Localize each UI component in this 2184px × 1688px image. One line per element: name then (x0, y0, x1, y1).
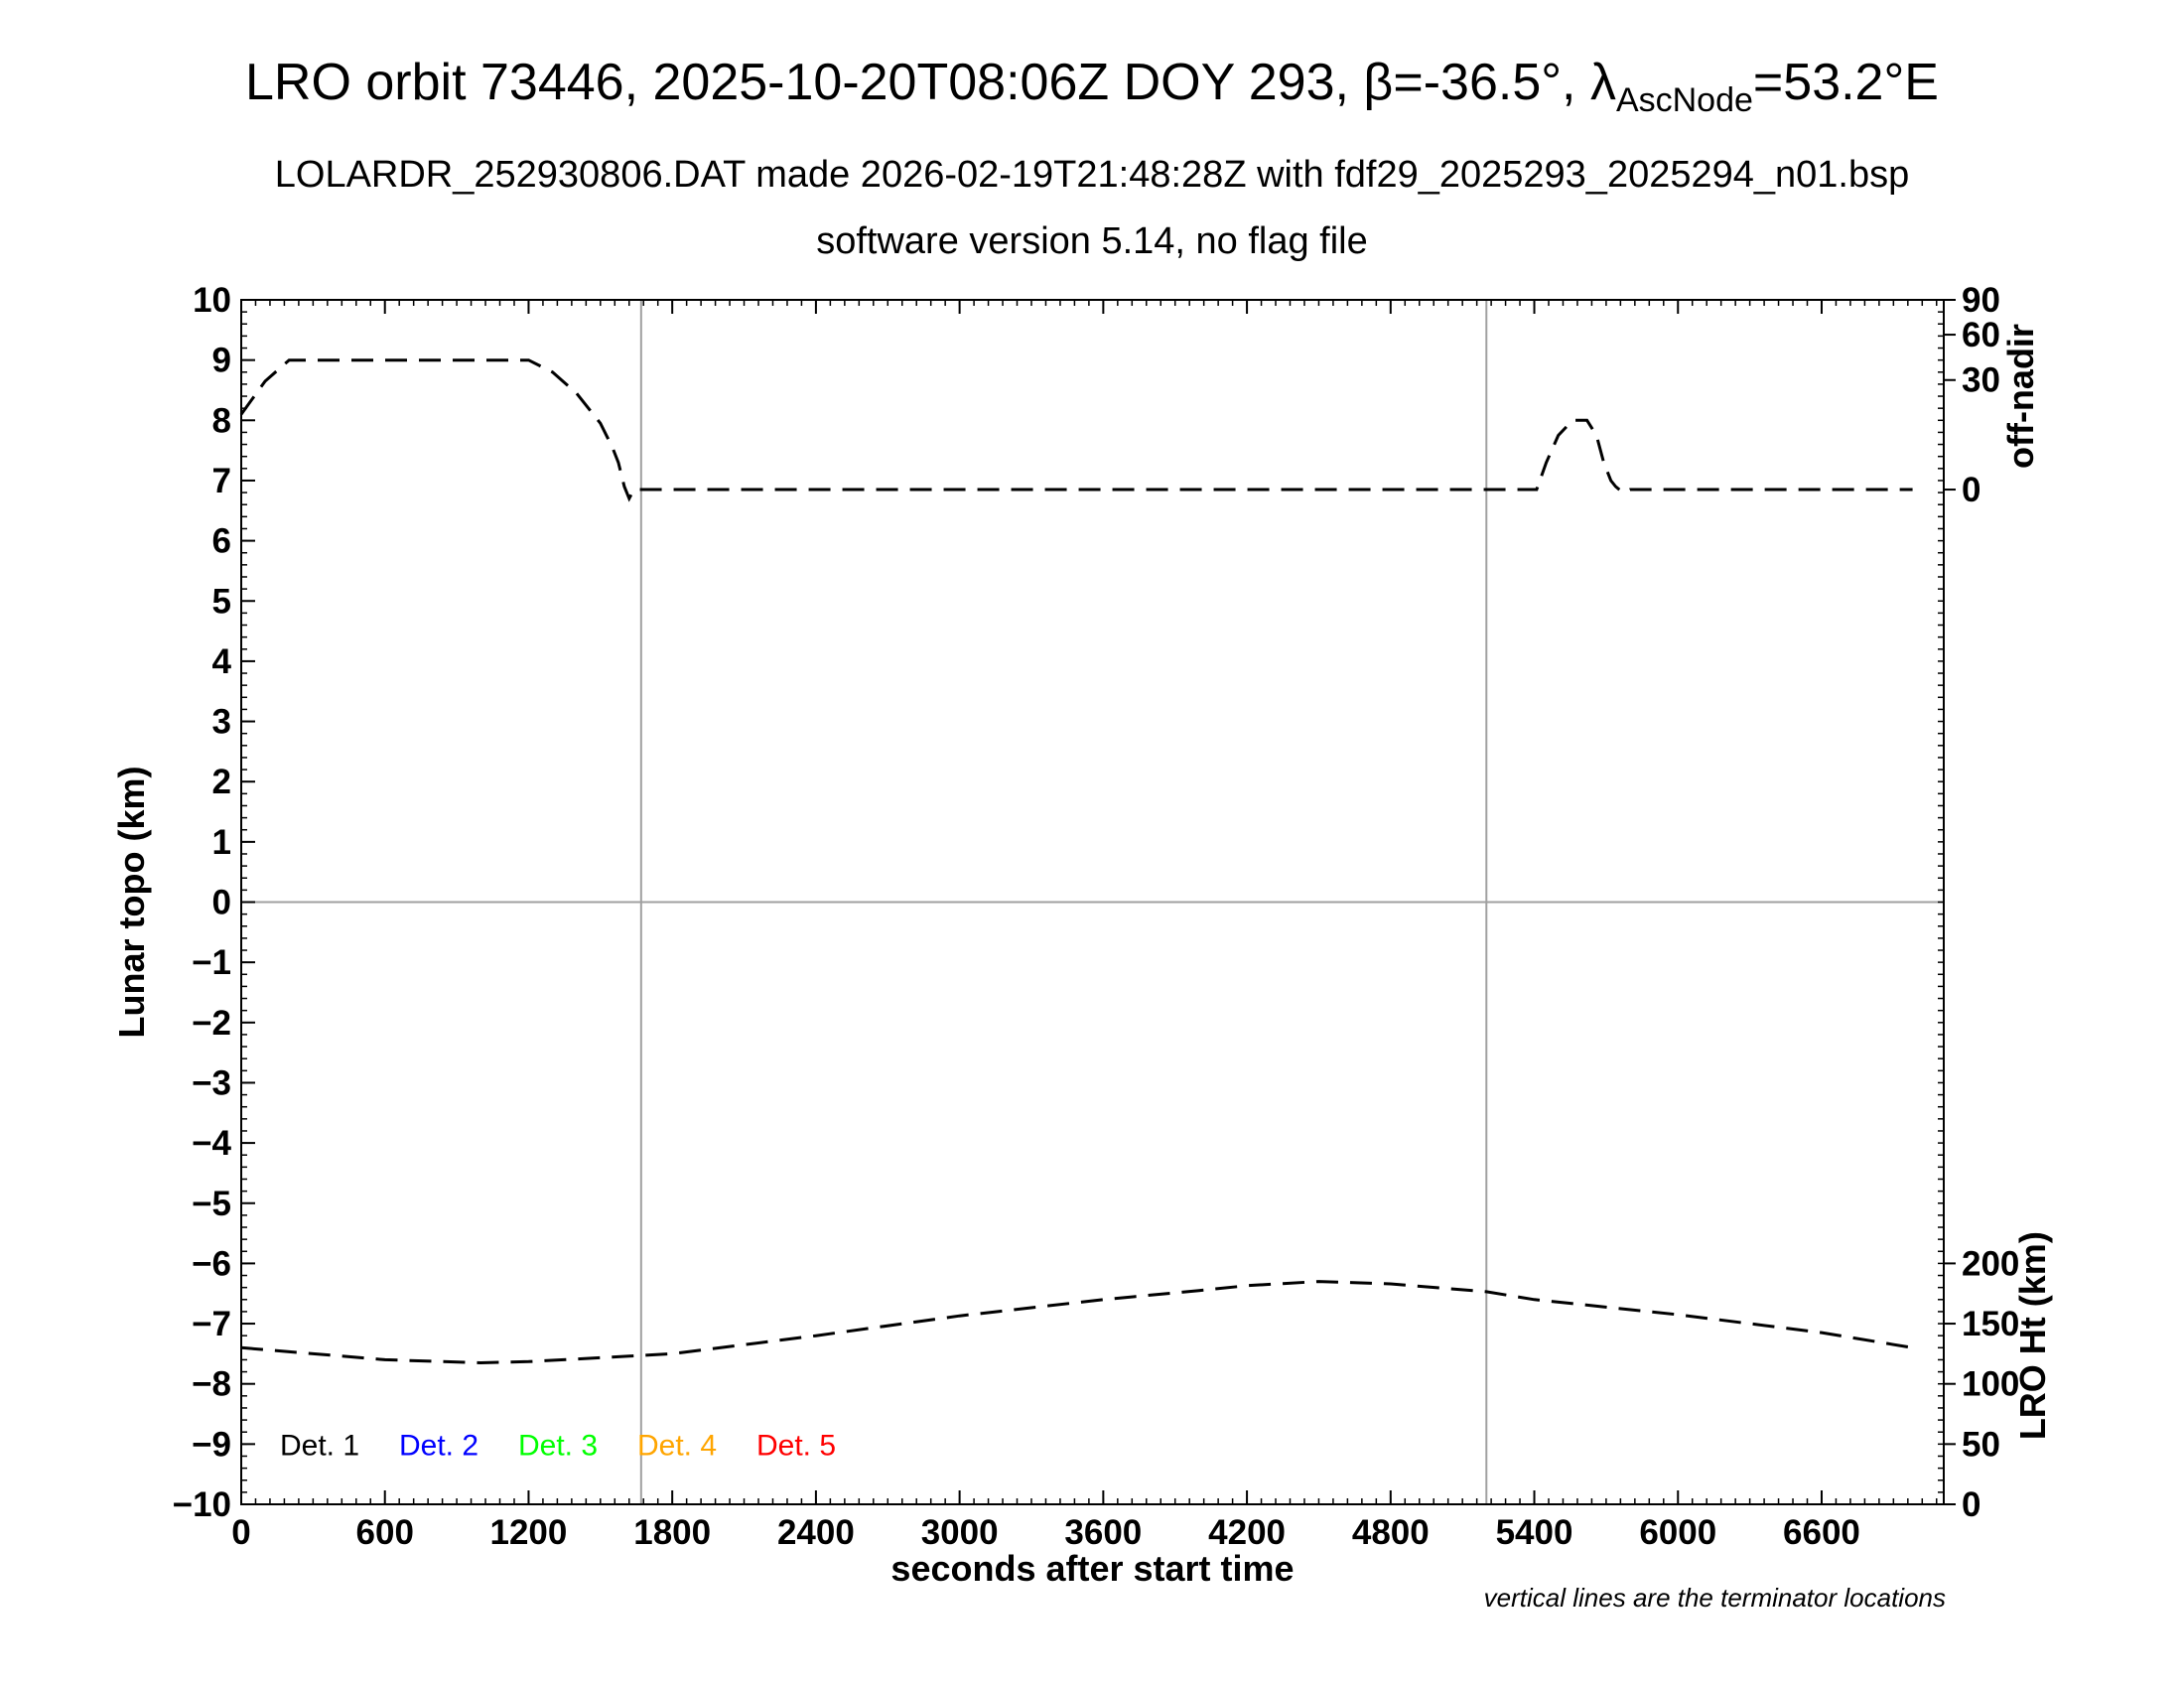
y-tick-label: −9 (192, 1425, 231, 1464)
y-tick-label: −8 (192, 1365, 231, 1404)
series-line-1 (239, 358, 1913, 502)
y-tick-label: 7 (212, 462, 231, 500)
x-tick-label: 6000 (1639, 1513, 1716, 1552)
legend-item-det-1: Det. 1 (280, 1429, 359, 1462)
series-layer (239, 358, 1913, 1365)
title-lambda-value: =53.2°E (1753, 54, 1939, 111)
x-axis-label: seconds after start time (890, 1548, 1294, 1589)
lro-ht-tick-label: 0 (1962, 1485, 1980, 1524)
y-tick-label: 2 (212, 763, 231, 801)
lro-ht-tick-label: 50 (1962, 1425, 2000, 1464)
legend-item-det-5: Det. 5 (756, 1429, 836, 1462)
y-tick-label: 8 (212, 401, 231, 440)
chart-subtitle-version: software version 5.14, no flag file (816, 220, 1368, 262)
legend-item-det-2: Det. 2 (399, 1429, 478, 1462)
legend: Det. 1 Det. 2 Det. 3 Det. 4 Det. 5 (280, 1429, 836, 1462)
off-nadir-tick-label: 60 (1962, 316, 2000, 354)
title-lambda-subscript: AscNode (1616, 81, 1753, 119)
terminator-lines (241, 300, 1944, 1504)
off-nadir-tick-label: 90 (1962, 281, 2000, 320)
y-tick-label: −6 (192, 1244, 231, 1283)
title-beta-value: =-36.5°, (1393, 54, 1590, 111)
y-tick-label: 10 (193, 281, 231, 320)
y-tick-label: 4 (212, 642, 232, 681)
chart-subtitle: LOLARDR_252930806.DAT made 2026-02-19T21… (275, 154, 1910, 196)
x-tick-label: 5400 (1496, 1513, 1573, 1552)
y-tick-label: −1 (192, 943, 231, 982)
lro-ht-axis-label: LRO Ht (km) (2012, 1231, 2053, 1440)
lro-ht-tick-label: 150 (1962, 1305, 2019, 1343)
y-tick-label: −3 (192, 1063, 231, 1102)
off-nadir-tick-label: 30 (1962, 361, 2000, 400)
y-tick-label: 1 (212, 823, 231, 862)
y-tick-label: 0 (212, 884, 231, 922)
title-main: LRO orbit 73446, 2025-10-20T08:06Z DOY 2… (245, 54, 1363, 111)
terminator-footnote: vertical lines are the terminator locati… (1484, 1583, 1946, 1613)
y-tick-label: −4 (192, 1124, 231, 1163)
chart-title: LRO orbit 73446, 2025-10-20T08:06Z DOY 2… (245, 54, 1939, 119)
y-tick-label: −5 (192, 1185, 231, 1223)
title-beta-symbol: β (1363, 54, 1393, 111)
off-nadir-tick-label: 0 (1962, 471, 1980, 509)
y-tick-label: 6 (212, 522, 231, 561)
x-tick-label: 3000 (921, 1513, 999, 1552)
axis-ticks (240, 299, 1956, 1505)
tick-labels: 0 600 1200 1800 2400 3000 3600 4200 4800 5400 6000… (173, 281, 2020, 1552)
x-tick-label: 0 (231, 1513, 250, 1552)
y-tick-label: 3 (212, 703, 231, 742)
x-tick-label: 1800 (633, 1513, 711, 1552)
x-tick-label: 1200 (490, 1513, 568, 1552)
x-tick-label: 4800 (1352, 1513, 1430, 1552)
off-nadir-axis-label: off-nadir (2000, 324, 2041, 469)
legend-item-det-4: Det. 4 (637, 1429, 717, 1462)
lro-ht-tick-label: 200 (1962, 1244, 2019, 1283)
x-tick-label: 4200 (1208, 1513, 1286, 1552)
y-tick-label: −10 (173, 1485, 231, 1524)
y-tick-label: −7 (192, 1305, 231, 1343)
legend-item-det-3: Det. 3 (518, 1429, 598, 1462)
lro-ht-tick-label: 100 (1962, 1365, 2019, 1404)
y-tick-label: 9 (212, 342, 231, 380)
y-axis-label: Lunar topo (km) (111, 767, 152, 1039)
y-tick-label: 5 (212, 582, 231, 621)
x-tick-label: 2400 (777, 1513, 855, 1552)
title-lambda-symbol: λ (1590, 54, 1616, 111)
x-tick-label: 6600 (1783, 1513, 1860, 1552)
x-tick-label: 3600 (1064, 1513, 1142, 1552)
series-line-2 (240, 1280, 1913, 1365)
x-tick-label: 600 (356, 1513, 414, 1552)
y-tick-label: −2 (192, 1004, 231, 1043)
